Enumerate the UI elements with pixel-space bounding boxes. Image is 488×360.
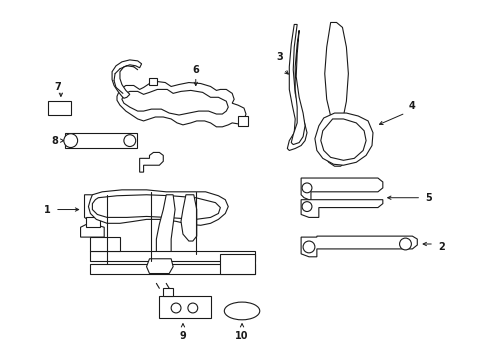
Polygon shape <box>323 22 349 166</box>
Text: 10: 10 <box>235 330 248 341</box>
Polygon shape <box>90 264 254 274</box>
Circle shape <box>123 135 136 147</box>
Polygon shape <box>301 178 382 200</box>
Polygon shape <box>287 24 306 150</box>
Polygon shape <box>86 217 100 227</box>
Polygon shape <box>84 195 102 221</box>
Text: 5: 5 <box>425 193 431 203</box>
Text: 7: 7 <box>55 82 61 93</box>
Polygon shape <box>90 251 254 261</box>
Polygon shape <box>90 237 120 251</box>
Circle shape <box>302 202 311 212</box>
Polygon shape <box>92 195 220 219</box>
Circle shape <box>302 183 311 193</box>
Polygon shape <box>301 200 382 217</box>
Polygon shape <box>140 152 163 172</box>
Polygon shape <box>65 133 137 148</box>
Polygon shape <box>320 119 366 160</box>
Polygon shape <box>146 259 173 274</box>
Polygon shape <box>238 116 247 126</box>
Text: 8: 8 <box>51 136 58 145</box>
Circle shape <box>303 241 314 253</box>
Polygon shape <box>88 190 228 225</box>
Polygon shape <box>301 236 416 257</box>
Text: 1: 1 <box>43 204 50 215</box>
Polygon shape <box>291 30 305 145</box>
Polygon shape <box>181 195 196 241</box>
Polygon shape <box>163 288 173 296</box>
Text: 3: 3 <box>276 52 282 62</box>
Circle shape <box>171 303 181 313</box>
Polygon shape <box>159 296 210 318</box>
Polygon shape <box>112 60 142 98</box>
Text: 2: 2 <box>438 242 445 252</box>
Polygon shape <box>81 224 104 237</box>
Polygon shape <box>314 113 372 165</box>
Ellipse shape <box>224 302 259 320</box>
Polygon shape <box>122 89 228 115</box>
Polygon shape <box>220 254 254 274</box>
Text: 9: 9 <box>179 330 186 341</box>
Circle shape <box>399 238 410 250</box>
Polygon shape <box>149 78 157 85</box>
Circle shape <box>187 303 197 313</box>
Polygon shape <box>117 82 245 127</box>
Polygon shape <box>156 195 175 259</box>
Text: 4: 4 <box>408 101 415 111</box>
Polygon shape <box>48 101 71 115</box>
Circle shape <box>64 134 78 148</box>
Text: 6: 6 <box>192 65 199 75</box>
